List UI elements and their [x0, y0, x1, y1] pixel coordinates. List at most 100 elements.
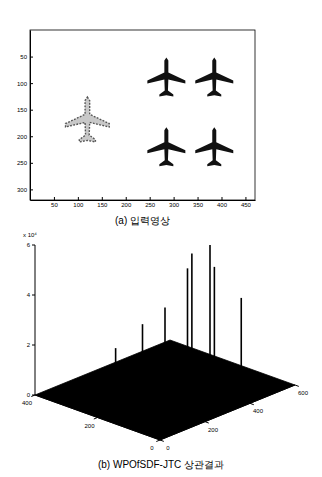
- tick-mark: [32, 345, 35, 346]
- tick-label: 250: [17, 160, 28, 166]
- image-content: [66, 58, 234, 167]
- tick-mark: [78, 197, 79, 200]
- tick-label: 200: [17, 134, 28, 140]
- tick-label: 50: [51, 202, 58, 208]
- tick: 350: [193, 197, 204, 208]
- tick: 400: [217, 197, 228, 208]
- peak: [164, 308, 166, 391]
- tick: 50: [20, 54, 33, 60]
- tick-mark: [221, 197, 222, 200]
- tick: 50: [51, 197, 58, 208]
- tick-mark: [102, 197, 103, 200]
- airplane: [195, 127, 233, 166]
- tick-label: 400: [22, 400, 33, 406]
- tick: 150: [17, 107, 33, 113]
- tick: 300: [17, 187, 33, 193]
- tick-label: 4: [27, 292, 31, 298]
- y-axis: 0 200 400: [22, 395, 160, 451]
- caption: (a) 입력영상: [115, 215, 170, 226]
- tick: 450: [241, 197, 252, 208]
- axis-multiplier: x 10⁴: [23, 232, 37, 238]
- tick-mark: [250, 403, 254, 404]
- panel-b: 0 2 4 6 x 10⁴ 0 200 400 600 0 200 400 (b) WPOfSDF-JT…: [22, 232, 309, 470]
- tick-label: 0: [150, 445, 154, 451]
- tick-mark: [245, 197, 246, 200]
- airplane: [147, 58, 185, 97]
- x-axis: 50 100 150 200 250 300 350 400 450: [31, 197, 256, 208]
- airplane: [147, 127, 185, 166]
- tick-label: 200: [121, 202, 132, 208]
- image-background: [30, 30, 255, 200]
- tick-label: 200: [208, 427, 219, 433]
- axis-line: [31, 200, 256, 201]
- distorted-airplane: [66, 97, 110, 142]
- axis-line: [35, 395, 160, 440]
- peak: [142, 324, 144, 399]
- tick-label: 400: [253, 408, 264, 414]
- tick-label: 600: [298, 390, 309, 396]
- tick-mark: [156, 440, 160, 442]
- tick-label: 0: [166, 445, 170, 451]
- axis-line: [35, 245, 36, 395]
- plot-frame: [30, 30, 255, 200]
- stems: [116, 245, 242, 399]
- z-axis: 0 2 4 6: [27, 242, 35, 398]
- tick-mark: [126, 197, 127, 200]
- caption: (b) WPOfSDF-JTC 상관결과: [98, 459, 224, 470]
- tick-mark: [30, 57, 33, 58]
- tick-label: 150: [97, 202, 108, 208]
- y-axis: 50 100 150 200 250 300: [17, 31, 33, 201]
- tick-label: 6: [27, 242, 31, 248]
- tick-mark: [94, 418, 98, 420]
- tick-label: 400: [217, 202, 228, 208]
- figure: 5010015020025030035040045050100150200250…: [0, 0, 322, 477]
- tick-mark: [150, 197, 151, 200]
- tick-mark: [160, 440, 164, 441]
- tick: 300: [169, 197, 180, 208]
- x-axis: 0 200 400 600: [160, 385, 309, 451]
- tick-label: 100: [17, 81, 28, 87]
- tick-label: 150: [17, 107, 28, 113]
- tick-mark: [54, 197, 55, 200]
- tick-mark: [32, 245, 35, 246]
- tick: 250: [17, 160, 33, 166]
- panel-a: 50 100 150 200 250 300 350 400 450 50 100 150 200 250…: [17, 30, 256, 226]
- tick-mark: [30, 83, 33, 84]
- tick-label: 50: [20, 54, 27, 60]
- axis-line: [30, 31, 31, 201]
- tick: 200: [121, 197, 132, 208]
- axis-line: [160, 385, 295, 440]
- peak: [214, 267, 216, 382]
- peak: [191, 254, 193, 391]
- tick-label: 350: [193, 202, 204, 208]
- peak: [187, 268, 189, 381]
- airplane: [195, 58, 233, 97]
- tick-label: 2: [27, 342, 31, 348]
- tick-mark: [205, 422, 209, 423]
- tick-label: 450: [241, 202, 252, 208]
- tick: 200: [17, 134, 33, 140]
- tick-mark: [295, 385, 299, 386]
- tick: 250: [145, 197, 156, 208]
- peak: [240, 298, 242, 383]
- tick-label: 0: [27, 392, 31, 398]
- tick-label: 250: [145, 202, 156, 208]
- tick-label: 300: [169, 202, 180, 208]
- tick-label: 100: [73, 202, 84, 208]
- tick-mark: [30, 136, 33, 137]
- tick-mark: [30, 189, 33, 190]
- tick-mark: [32, 295, 35, 296]
- tick-label: 300: [17, 187, 28, 193]
- tick-mark: [31, 395, 35, 397]
- peak: [115, 348, 117, 398]
- tick: 100: [73, 197, 84, 208]
- tick-mark: [30, 110, 33, 111]
- tick-mark: [32, 395, 35, 396]
- tick-mark: [30, 163, 33, 164]
- tick-label: 200: [84, 423, 95, 429]
- peak: [209, 245, 211, 372]
- tick-mark: [174, 197, 175, 200]
- tick: 150: [97, 197, 108, 208]
- tick-mark: [198, 197, 199, 200]
- tick: 100: [17, 81, 33, 87]
